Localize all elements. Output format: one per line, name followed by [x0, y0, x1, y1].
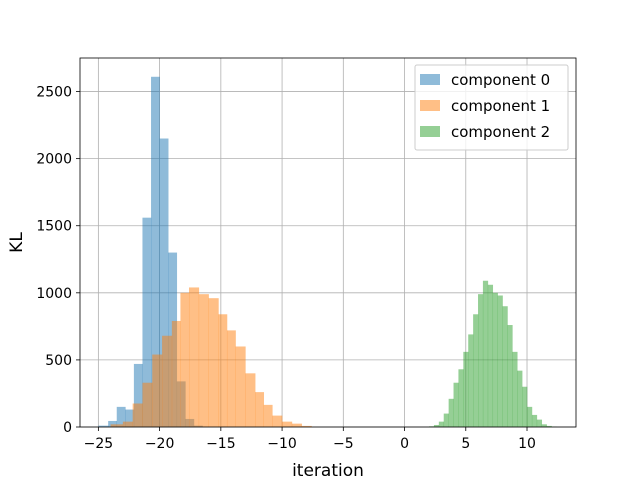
x-tick-label: −20 [145, 436, 175, 452]
histogram-bar [433, 424, 440, 427]
plot-frame [79, 57, 577, 428]
histogram-bar [453, 382, 459, 427]
histogram-bar [502, 306, 508, 427]
x-tick-label: 5 [461, 436, 470, 452]
histogram-bar [263, 404, 273, 427]
histogram-bar [142, 217, 152, 427]
histogram-bar [448, 398, 454, 427]
legend: component 0 component 1 component 2 [414, 64, 569, 151]
histogram-bar [492, 292, 498, 427]
histogram-bar [218, 314, 228, 427]
histogram-bar [235, 346, 246, 427]
histogram-bar [198, 294, 209, 427]
y-tick-label: 2500 [36, 85, 72, 101]
histogram-bar [132, 403, 143, 427]
legend-label-component-0: component 0 [451, 71, 550, 89]
histogram-bar [468, 334, 474, 427]
histogram-bar [151, 76, 160, 427]
histogram-bar [116, 406, 126, 427]
histogram-bar [188, 287, 200, 427]
histogram-bar [536, 419, 543, 427]
histogram-bars [98, 76, 557, 427]
y-tick-label: 2000 [36, 152, 72, 168]
histogram-bar [531, 414, 538, 427]
histogram-bar [133, 363, 143, 427]
legend-box [414, 64, 569, 151]
histogram-bar [255, 392, 265, 427]
histogram-bar [546, 425, 552, 427]
histogram-bar [473, 314, 479, 427]
x-tick-label: −5 [333, 436, 354, 452]
series-component-2 [429, 280, 557, 427]
legend-label-component-1: component 1 [451, 97, 550, 115]
histogram-bar [152, 354, 163, 427]
histogram-bar [180, 292, 190, 427]
legend-swatch-component-1 [420, 100, 440, 111]
legend-swatch-component-2 [420, 126, 440, 137]
histogram-bar [497, 295, 503, 427]
histogram-bar [438, 421, 445, 427]
series-component-1 [110, 287, 312, 427]
histogram-bar [159, 138, 169, 427]
histogram-bar [301, 425, 312, 427]
histogram-bar [108, 420, 118, 427]
histogram-bar [272, 415, 283, 427]
histogram-bar [458, 369, 464, 427]
histogram-bar [142, 382, 153, 427]
histogram-bar [291, 423, 302, 427]
x-tick-label: 10 [518, 436, 536, 452]
histogram-bar [443, 413, 449, 427]
histogram-bar [122, 421, 133, 427]
x-axis-label: iteration [292, 461, 364, 480]
histogram-bar [125, 409, 135, 427]
y-tick-label: 0 [63, 420, 72, 436]
histogram-bar [98, 425, 109, 427]
axis-ticks: −25 −20 −15 −10 −5 0 5 10 0 500 1000 1500 2000 2500 [36, 85, 536, 452]
histogram-bar [226, 330, 236, 427]
legend-label-component-2: component 2 [451, 123, 550, 141]
x-tick-label: −25 [84, 436, 114, 452]
histogram-bar [541, 424, 547, 427]
histogram-bar [478, 294, 484, 427]
x-tick-label: −10 [267, 436, 297, 452]
y-tick-label: 500 [45, 353, 72, 369]
histogram-bar [282, 421, 293, 427]
histogram-bar [522, 386, 528, 427]
histogram-bar [171, 320, 181, 427]
y-tick-label: 1500 [36, 219, 72, 235]
histogram-bar [245, 373, 256, 427]
histogram-bar [162, 335, 173, 427]
histogram-bar [463, 351, 469, 427]
histogram-bar [487, 284, 494, 427]
histogram-bar [482, 280, 489, 427]
x-tick-label: 0 [400, 436, 409, 452]
legend-swatch-component-0 [420, 74, 440, 85]
histogram-bar [512, 351, 518, 427]
x-tick-label: −15 [206, 436, 236, 452]
histogram-bar [507, 325, 513, 427]
y-axis-label: KL [7, 232, 27, 253]
y-tick-label: 1000 [36, 286, 72, 302]
histogram-bar [527, 406, 533, 427]
histogram-bar [110, 424, 124, 427]
histogram-bar [517, 370, 523, 427]
histogram-bar [208, 298, 219, 427]
